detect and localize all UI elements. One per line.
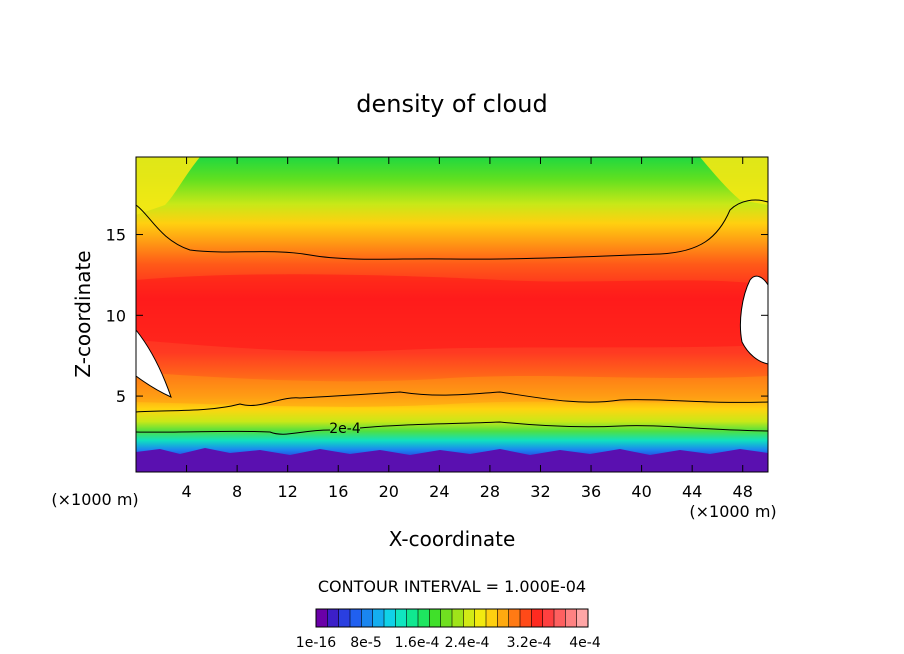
- contour-line-2e-4: [136, 421, 768, 435]
- x-tick-label: 36: [581, 482, 601, 501]
- white-region-left: [136, 329, 172, 398]
- colorbar-label: 8e-5: [350, 635, 381, 651]
- colorbar-swatch: [474, 609, 487, 627]
- white-region-right: [739, 275, 768, 365]
- x-axis-label: X-coordinate: [389, 527, 516, 551]
- y-tick-label: 5: [116, 387, 126, 406]
- x-tick-label: 16: [328, 482, 348, 501]
- colorbar-swatch: [361, 609, 374, 627]
- colorbar-label: 1.6e-4: [395, 635, 440, 651]
- colorbar-swatch: [440, 609, 453, 627]
- colorbar-swatch: [508, 609, 521, 627]
- x-tick-label: 40: [631, 482, 651, 501]
- x-unit-left: (×1000 m): [51, 490, 138, 509]
- colorbar-swatch: [418, 609, 430, 627]
- colorbar-label: 2.4e-4: [445, 635, 490, 651]
- y-tick-label: 10: [106, 306, 126, 325]
- x-tick-label: 24: [429, 482, 449, 501]
- x-tick-label: 20: [379, 482, 399, 501]
- y-tick-label: 15: [106, 226, 126, 245]
- x-tick-label: 48: [733, 482, 753, 501]
- colorbar: [315, 608, 589, 628]
- x-tick-label: 8: [232, 482, 242, 501]
- contour-line-mid: [136, 391, 768, 413]
- colorbar-label: 3.2e-4: [507, 635, 552, 651]
- bottom-purple-band: [136, 448, 768, 472]
- plot-frame: [135, 156, 769, 473]
- colorbar-swatch: [395, 609, 408, 627]
- colorbar-swatch: [372, 609, 385, 627]
- contour-interval-text: CONTOUR INTERVAL = 1.000E-04: [318, 577, 586, 596]
- colorbar-label: 1e-16: [296, 635, 336, 651]
- contour-line-top: [136, 199, 768, 260]
- colorbar-labels: 1e-16 8e-5 1.6e-4 2.4e-4 3.2e-4 4e-4: [296, 635, 601, 651]
- x-tick-label: 32: [530, 482, 550, 501]
- colorbar-label: 4e-4: [569, 635, 601, 651]
- colorbar-swatch: [486, 609, 498, 627]
- colorbar-swatch: [497, 609, 510, 627]
- colorbar-swatch: [316, 609, 328, 627]
- colorbar-swatch: [429, 609, 442, 627]
- contour-field: 2e-4: [136, 157, 768, 472]
- x-axis: 4 8 12 16 20 24 28 32 36 40 44 48: [181, 157, 753, 501]
- colorbar-swatch: [520, 609, 532, 627]
- colorbar-swatch: [384, 609, 396, 627]
- top-left-yellow: [136, 157, 200, 215]
- colorbar-swatch: [576, 609, 589, 627]
- y-axis: 5 10 15: [106, 226, 768, 406]
- contour-line-label: 2e-4: [329, 421, 361, 437]
- colorbar-swatch: [463, 609, 476, 627]
- colorbar-frame: [315, 608, 589, 628]
- x-unit-right: (×1000 m): [689, 502, 776, 521]
- x-tick-label: 28: [480, 482, 500, 501]
- top-right-yellow: [700, 157, 768, 205]
- colorbar-swatch: [350, 609, 362, 627]
- colorbar-swatch: [542, 609, 555, 627]
- x-tick-label: 4: [181, 482, 191, 501]
- x-tick-label: 44: [682, 482, 702, 501]
- colorbar-swatch: [452, 609, 464, 627]
- colorbar-swatch: [338, 609, 351, 627]
- colorbar-swatch: [554, 609, 566, 627]
- colorbar-swatch: [531, 609, 544, 627]
- colorbar-swatch: [565, 609, 578, 627]
- red-core: [136, 274, 768, 352]
- y-axis-label: Z-coordinate: [71, 250, 95, 377]
- colorbar-swatch: [327, 609, 340, 627]
- x-tick-label: 12: [278, 482, 298, 501]
- colorbar-swatch: [406, 609, 419, 627]
- chart-title: density of cloud: [356, 90, 547, 118]
